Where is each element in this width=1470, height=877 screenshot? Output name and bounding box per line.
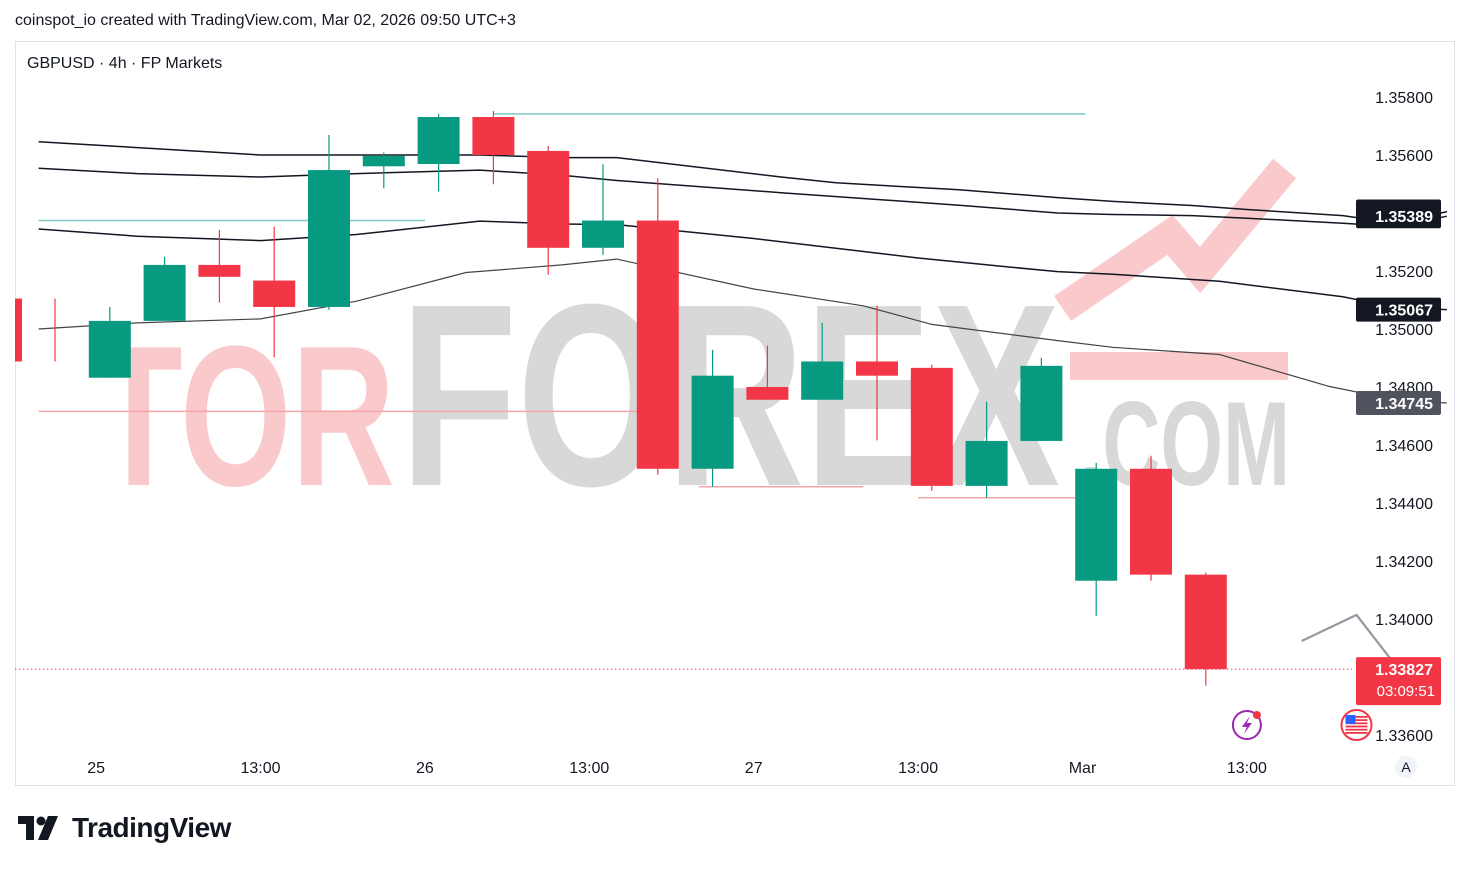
price-tag-label: 1.33827	[1375, 662, 1433, 679]
candle-body	[198, 264, 241, 277]
flag-ring	[1340, 709, 1373, 741]
us-flag-icon	[1340, 709, 1373, 741]
price-tag-label: 1.35389	[1375, 209, 1433, 226]
candle-body	[856, 361, 898, 376]
auto-scale-button[interactable]: A	[1395, 756, 1417, 778]
time-tick-label: 27	[745, 760, 763, 777]
event-dot	[1252, 711, 1261, 719]
candle-body	[362, 155, 405, 167]
lightning-bolt	[1241, 716, 1252, 734]
price-tick-label: 1.35800	[1375, 90, 1433, 107]
flag-canton	[1345, 715, 1356, 724]
candle-body	[691, 375, 734, 469]
price-tick-label: 1.34000	[1375, 612, 1433, 629]
time-tick-label: 26	[416, 760, 434, 777]
time-tick-label: 13:00	[1227, 760, 1267, 777]
time-tick-label: 13:00	[898, 760, 938, 777]
time-tick-label: 25	[87, 760, 105, 777]
candle-body	[1184, 574, 1227, 670]
countdown-label: 03:09:51	[1377, 683, 1435, 700]
price-tag-box	[1356, 657, 1441, 706]
candle-body	[472, 117, 515, 155]
candle-body	[910, 367, 953, 486]
flag-stripe	[1345, 722, 1368, 725]
candles	[15, 110, 1227, 686]
time-tick-label: 13:00	[569, 760, 609, 777]
candle-body	[143, 264, 186, 321]
time-tick-label: Mar	[1069, 760, 1097, 777]
price-tag-label: 1.35067	[1375, 303, 1433, 320]
candle-body	[1075, 468, 1118, 581]
price-tick-label: 1.35600	[1375, 148, 1433, 165]
candle-body	[527, 150, 570, 248]
price-tag-box	[1356, 204, 1441, 229]
price-tick-label: 1.34600	[1375, 438, 1433, 455]
horizontal-levels	[38, 113, 1086, 499]
brand-name: TradingView	[72, 812, 231, 843]
candle-body	[15, 298, 22, 362]
time-axis[interactable]: 25 13:00 26 13:00 27 13:00 Mar 13:00	[87, 760, 1267, 777]
candle-body	[88, 320, 131, 378]
ma-line	[38, 167, 1448, 228]
time-tick-label: 13:00	[240, 760, 280, 777]
price-tag-box	[1356, 297, 1441, 322]
price-tag-label: 1.34745	[1375, 396, 1433, 413]
ma-line	[38, 258, 1447, 404]
candle-body	[636, 220, 679, 469]
symbol-legend[interactable]: GBPUSD · 4h · FP Markets	[27, 55, 223, 72]
candle-body	[1020, 365, 1063, 441]
candle-body	[582, 220, 624, 248]
watermark-bar	[1070, 352, 1288, 380]
candle-body	[746, 387, 789, 400]
flag-stripe	[1345, 719, 1368, 721]
candle-body	[253, 280, 296, 307]
candle-body	[308, 170, 350, 307]
candle-body	[801, 361, 844, 400]
watermark-tor: TOR	[95, 305, 395, 528]
tradingview-logo-icon	[18, 816, 58, 840]
chart-frame	[15, 41, 1455, 786]
price-tick-label: 1.33600	[1375, 728, 1433, 745]
flag-stripe	[1345, 728, 1368, 731]
price-tag-box	[1356, 390, 1441, 415]
candle-body	[1130, 468, 1172, 575]
price-tick-label: 1.35000	[1375, 322, 1433, 339]
lightning-event-icon	[1231, 710, 1262, 740]
flag-stripe	[1345, 732, 1368, 734]
chart-attribution: coinspot_io created with TradingView.com…	[15, 12, 516, 29]
candle-body	[965, 440, 1008, 486]
price-tick-label: 1.35200	[1375, 264, 1433, 281]
brand: TradingView	[18, 812, 231, 844]
flag-stripe	[1345, 716, 1368, 718]
flag-stripe	[1345, 725, 1368, 728]
watermark-arrow	[1054, 158, 1297, 321]
price-tick-label: 1.34200	[1375, 554, 1433, 571]
price-tick-label: 1.34400	[1375, 496, 1433, 513]
candle-body	[417, 117, 460, 164]
price-axis[interactable]: 1.358001.356001.352001.350001.348001.346…	[1356, 90, 1441, 745]
